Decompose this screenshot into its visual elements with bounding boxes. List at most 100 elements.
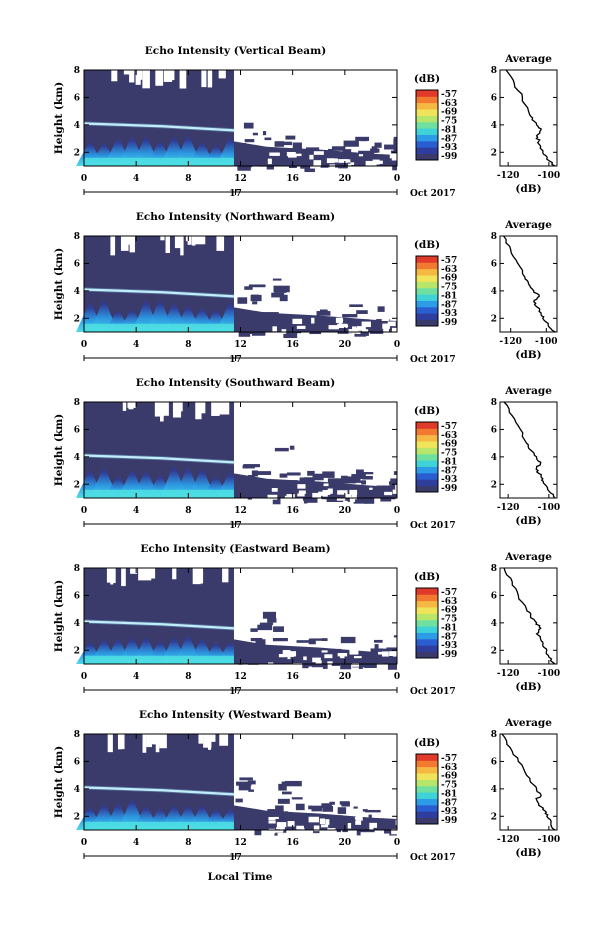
y-tick-label: 6 bbox=[74, 93, 80, 103]
echo-patch bbox=[291, 797, 303, 800]
echo-patch bbox=[353, 806, 358, 809]
echo-patch bbox=[384, 828, 394, 834]
colorbar-segment bbox=[416, 594, 438, 602]
data-gap bbox=[159, 734, 167, 749]
average-title: Average bbox=[504, 219, 552, 231]
gap-patch bbox=[267, 158, 272, 165]
colorbar: (dB)-57-63-69-75-81-87-93-99 bbox=[414, 737, 457, 826]
colorbar-tick-label: -93 bbox=[441, 475, 457, 485]
gap-patch bbox=[338, 159, 349, 163]
colorbar-tick-label: -75 bbox=[441, 283, 457, 293]
gap-patch bbox=[292, 318, 303, 325]
x-tick-label: 16 bbox=[286, 506, 299, 516]
colorbar-segment bbox=[416, 447, 438, 455]
echo-patch bbox=[252, 301, 258, 305]
echo-patch bbox=[295, 803, 305, 811]
colorbar-segment bbox=[416, 453, 438, 461]
colorbar-tick-label: -69 bbox=[441, 772, 457, 782]
colorbar-tick-label: -87 bbox=[441, 798, 457, 808]
echo-patch bbox=[285, 135, 296, 140]
data-gap bbox=[121, 568, 126, 587]
colorbar-segment bbox=[416, 434, 438, 442]
avg-y-tick-label: 4 bbox=[491, 785, 497, 795]
data-gap bbox=[174, 236, 184, 249]
echo-patch bbox=[259, 622, 274, 625]
data-gap bbox=[211, 402, 220, 416]
gap-patch bbox=[274, 816, 279, 819]
gap-patch bbox=[293, 153, 302, 157]
panel-2: Echo Intensity (Northward Beam) 8 6 4 2 Heigh… bbox=[53, 211, 558, 365]
gap-patch bbox=[301, 331, 310, 337]
echo-patch bbox=[356, 829, 361, 836]
data-gap bbox=[138, 568, 144, 581]
month-label: Oct 2017 bbox=[410, 853, 456, 863]
gap-patch bbox=[275, 829, 284, 833]
colorbar-segment bbox=[416, 300, 438, 308]
colorbar-tick-label: -57 bbox=[441, 90, 457, 100]
echo-patch bbox=[374, 142, 382, 148]
gap-patch bbox=[267, 494, 278, 500]
gap-patch bbox=[296, 825, 304, 830]
x-tick-label: 12 bbox=[234, 174, 247, 184]
echo-patch bbox=[273, 626, 284, 632]
y-tick-label: 8 bbox=[74, 66, 80, 76]
data-gap bbox=[191, 236, 196, 246]
echo-patch bbox=[311, 805, 323, 812]
day-label: 17 bbox=[229, 687, 242, 697]
avg-y-tick-label: 8 bbox=[491, 564, 497, 574]
gap-patch bbox=[282, 650, 291, 656]
x-tick-label: 0 bbox=[81, 340, 87, 350]
echo-patch bbox=[322, 663, 328, 669]
colorbar-segment bbox=[416, 281, 438, 289]
echo-patch bbox=[331, 146, 346, 151]
data-gap bbox=[195, 568, 204, 583]
echo-patch bbox=[300, 662, 309, 669]
data-gap bbox=[201, 70, 207, 88]
x-tick-label: 4 bbox=[133, 506, 139, 516]
x-tick-label: 0 bbox=[394, 174, 400, 184]
echo-patch bbox=[322, 471, 335, 478]
avg-y-tick-label: 6 bbox=[491, 93, 497, 103]
x-tick-label: 0 bbox=[394, 838, 400, 848]
avg-x-tick-label: -100 bbox=[535, 337, 558, 347]
echo-patch bbox=[384, 144, 397, 150]
colorbar-segment bbox=[416, 588, 438, 595]
y-tick-label: 8 bbox=[74, 398, 80, 408]
colorbar-tick-label: -57 bbox=[441, 588, 457, 598]
gap-patch bbox=[350, 162, 355, 165]
colorbar-segment bbox=[416, 754, 438, 761]
gap-patch bbox=[309, 154, 314, 160]
gap-patch bbox=[361, 329, 369, 332]
colorbar-segment bbox=[416, 785, 438, 793]
x-axis-label: Local Time bbox=[208, 871, 273, 883]
colorbar-tick-label: -87 bbox=[441, 632, 457, 642]
data-gap bbox=[209, 734, 216, 742]
echo-patch bbox=[353, 480, 365, 483]
echo-patch bbox=[365, 809, 381, 813]
gap-patch bbox=[312, 657, 321, 663]
echo-patch bbox=[390, 478, 397, 483]
gap-patch bbox=[308, 816, 319, 823]
gap-patch bbox=[396, 320, 405, 323]
colorbar-segment bbox=[416, 319, 438, 327]
y-axis-label: Height (km) bbox=[53, 82, 65, 154]
colorbar-segment bbox=[416, 109, 438, 116]
colorbar-segment bbox=[416, 313, 438, 321]
bright-layer bbox=[83, 620, 235, 630]
surface-layer bbox=[84, 157, 234, 166]
gap-patch bbox=[340, 655, 345, 659]
colorbar-segment bbox=[416, 128, 438, 135]
data-gap bbox=[219, 402, 226, 415]
echo-patch bbox=[254, 471, 272, 475]
colorbar-tick-label: -87 bbox=[441, 134, 457, 144]
echo-patch bbox=[266, 164, 274, 170]
echo-patch bbox=[329, 801, 335, 805]
echo-patch bbox=[251, 294, 259, 299]
data-gap bbox=[155, 70, 164, 86]
colorbar-tick-label: -57 bbox=[441, 754, 457, 764]
echo-patch bbox=[388, 481, 397, 485]
day-label: 17 bbox=[229, 189, 242, 199]
echo-patch bbox=[308, 638, 316, 645]
x-tick-label: 16 bbox=[286, 174, 299, 184]
echo-patch bbox=[251, 470, 259, 477]
